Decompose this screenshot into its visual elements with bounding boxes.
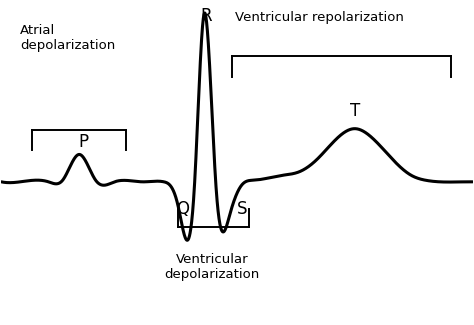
Text: T: T: [350, 102, 360, 120]
Text: Atrial
depolarization: Atrial depolarization: [20, 24, 116, 52]
Text: Ventricular
depolarization: Ventricular depolarization: [164, 253, 260, 281]
Text: P: P: [79, 133, 89, 150]
Text: Ventricular repolarization: Ventricular repolarization: [235, 11, 403, 24]
Text: Q: Q: [176, 200, 189, 218]
Text: S: S: [237, 200, 247, 218]
Text: R: R: [201, 7, 212, 25]
